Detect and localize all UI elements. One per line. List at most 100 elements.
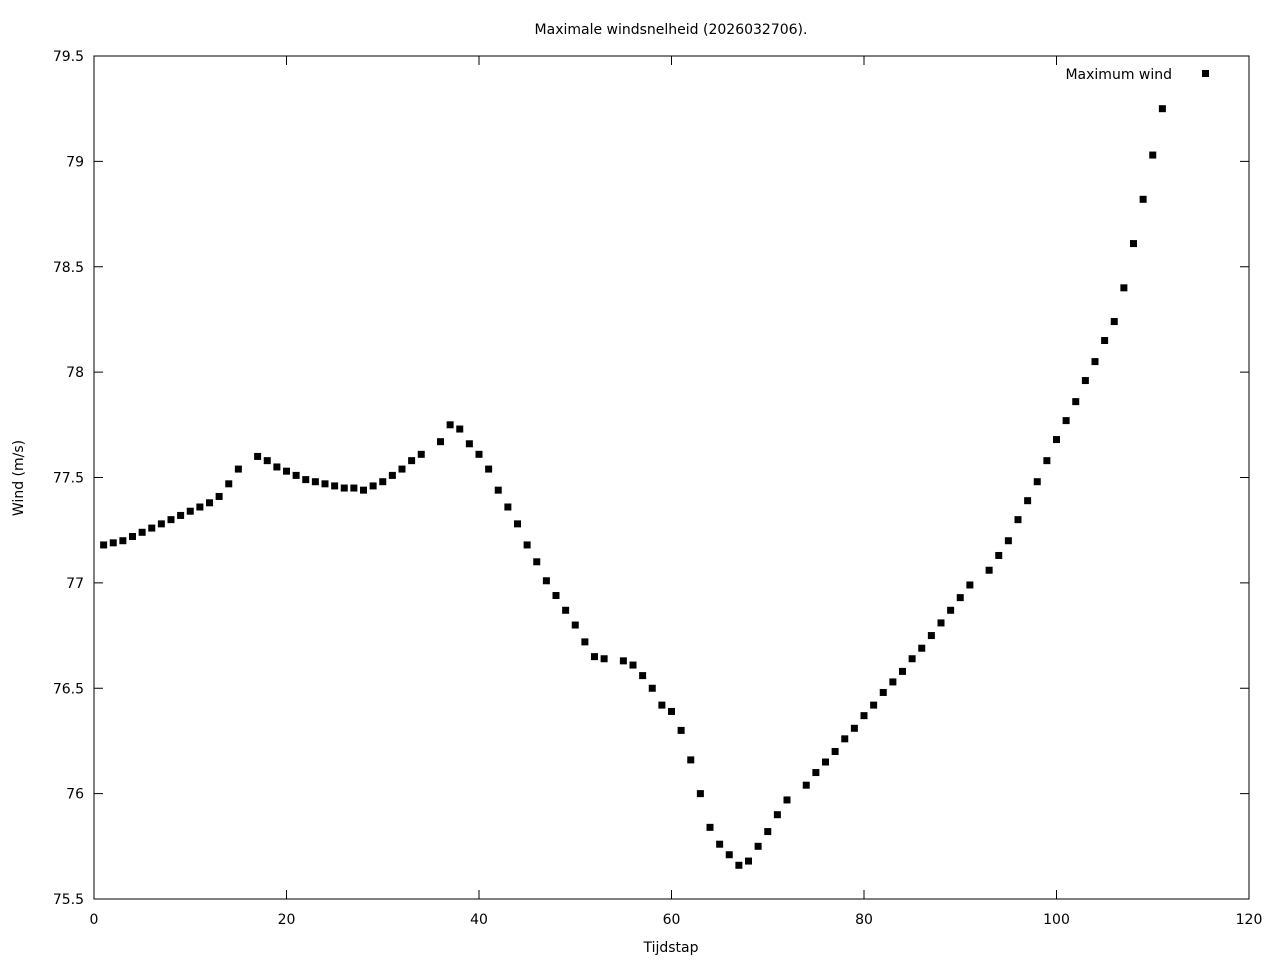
- data-point: [1014, 516, 1022, 524]
- y-tick-label: 79.5: [53, 49, 84, 65]
- data-point: [408, 457, 416, 465]
- x-tick-label: 60: [663, 912, 681, 928]
- data-point: [1158, 105, 1166, 113]
- data-point: [321, 480, 329, 488]
- data-point: [167, 516, 175, 524]
- data-point: [398, 465, 406, 473]
- data-point: [1120, 284, 1128, 292]
- data-point: [292, 471, 300, 479]
- data-point: [600, 655, 608, 663]
- data-point: [148, 524, 156, 532]
- data-point: [283, 467, 290, 475]
- data-point: [658, 701, 666, 709]
- data-point: [542, 577, 550, 585]
- data-point: [571, 621, 579, 629]
- data-point: [1072, 398, 1080, 406]
- data-point: [947, 606, 955, 614]
- data-point: [802, 781, 810, 789]
- y-tick-label: 77.5: [53, 471, 84, 487]
- data-point: [831, 747, 839, 755]
- data-point: [196, 503, 204, 511]
- data-point: [254, 452, 262, 460]
- data-point: [937, 619, 945, 627]
- y-tick-label: 78: [66, 365, 84, 381]
- data-point: [629, 661, 637, 669]
- legend-label: Maximum wind: [1065, 67, 1172, 83]
- data-point: [677, 726, 685, 734]
- data-point: [591, 653, 598, 661]
- data-point: [186, 507, 194, 515]
- data-point: [716, 840, 724, 848]
- data-point: [822, 758, 829, 766]
- data-point: [523, 541, 531, 549]
- y-tick-label: 76: [66, 787, 84, 803]
- data-point: [1130, 240, 1137, 248]
- x-tick-label: 120: [1236, 912, 1263, 928]
- data-point: [350, 484, 358, 492]
- data-point: [619, 657, 627, 665]
- y-tick-label: 78.5: [53, 260, 84, 276]
- data-point: [533, 558, 541, 566]
- data-point: [485, 465, 493, 473]
- data-point: [745, 857, 752, 865]
- chart-title: Maximale windsnelheid (2026032706).: [535, 22, 808, 38]
- data-point: [100, 541, 108, 549]
- x-tick-label: 20: [278, 912, 296, 928]
- data-point: [109, 539, 117, 547]
- x-tick-label: 80: [855, 912, 873, 928]
- data-point: [129, 533, 136, 541]
- data-point: [456, 425, 464, 433]
- data-point: [465, 440, 473, 448]
- y-tick-label: 77: [66, 576, 84, 592]
- data-point: [369, 482, 377, 490]
- data-point: [841, 735, 849, 743]
- data-point: [552, 592, 560, 600]
- x-tick-label: 40: [470, 912, 488, 928]
- data-point: [918, 644, 926, 652]
- data-point: [706, 823, 714, 831]
- data-point: [225, 480, 233, 488]
- data-point: [764, 828, 772, 836]
- data-point: [562, 606, 570, 614]
- data-point: [668, 707, 675, 715]
- data-point: [273, 463, 281, 471]
- data-point: [1081, 377, 1089, 385]
- data-point: [1091, 358, 1099, 366]
- data-point: [927, 632, 935, 640]
- y-tick-label: 76.5: [53, 681, 84, 697]
- data-point: [1043, 457, 1051, 465]
- data-point: [177, 511, 185, 519]
- data-point: [119, 537, 127, 545]
- data-point: [870, 701, 878, 709]
- data-point: [995, 551, 1003, 559]
- data-point: [1053, 436, 1060, 444]
- data-point: [956, 594, 964, 602]
- axis-ticks: 0 20 40 60 80 100 120 75.5 76 76.5 77 77.5 78 78.5 79 7…: [53, 49, 1263, 928]
- data-point: [157, 520, 165, 528]
- data-point: [754, 842, 762, 850]
- data-point: [783, 796, 791, 804]
- data-point: [639, 672, 647, 680]
- plot-frame: [93, 55, 1250, 900]
- data-point: [1110, 318, 1118, 326]
- x-tick-label: 0: [90, 912, 99, 928]
- data-point: [494, 486, 502, 494]
- data-point: [417, 450, 425, 458]
- data-point: [735, 861, 743, 869]
- x-axis-label: Tijdstap: [642, 940, 698, 956]
- data-point: [687, 756, 695, 764]
- data-point: [773, 811, 781, 819]
- data-point: [966, 581, 974, 589]
- y-tick-label: 79: [66, 154, 84, 170]
- data-point: [908, 655, 916, 663]
- data-point: [437, 438, 444, 446]
- data-point: [138, 528, 146, 536]
- data-points: [100, 105, 1166, 869]
- data-point: [985, 566, 993, 574]
- data-point: [263, 457, 271, 465]
- data-point: [331, 482, 339, 490]
- data-point: [1149, 151, 1157, 159]
- data-point: [1004, 537, 1012, 545]
- data-point: [1024, 497, 1032, 505]
